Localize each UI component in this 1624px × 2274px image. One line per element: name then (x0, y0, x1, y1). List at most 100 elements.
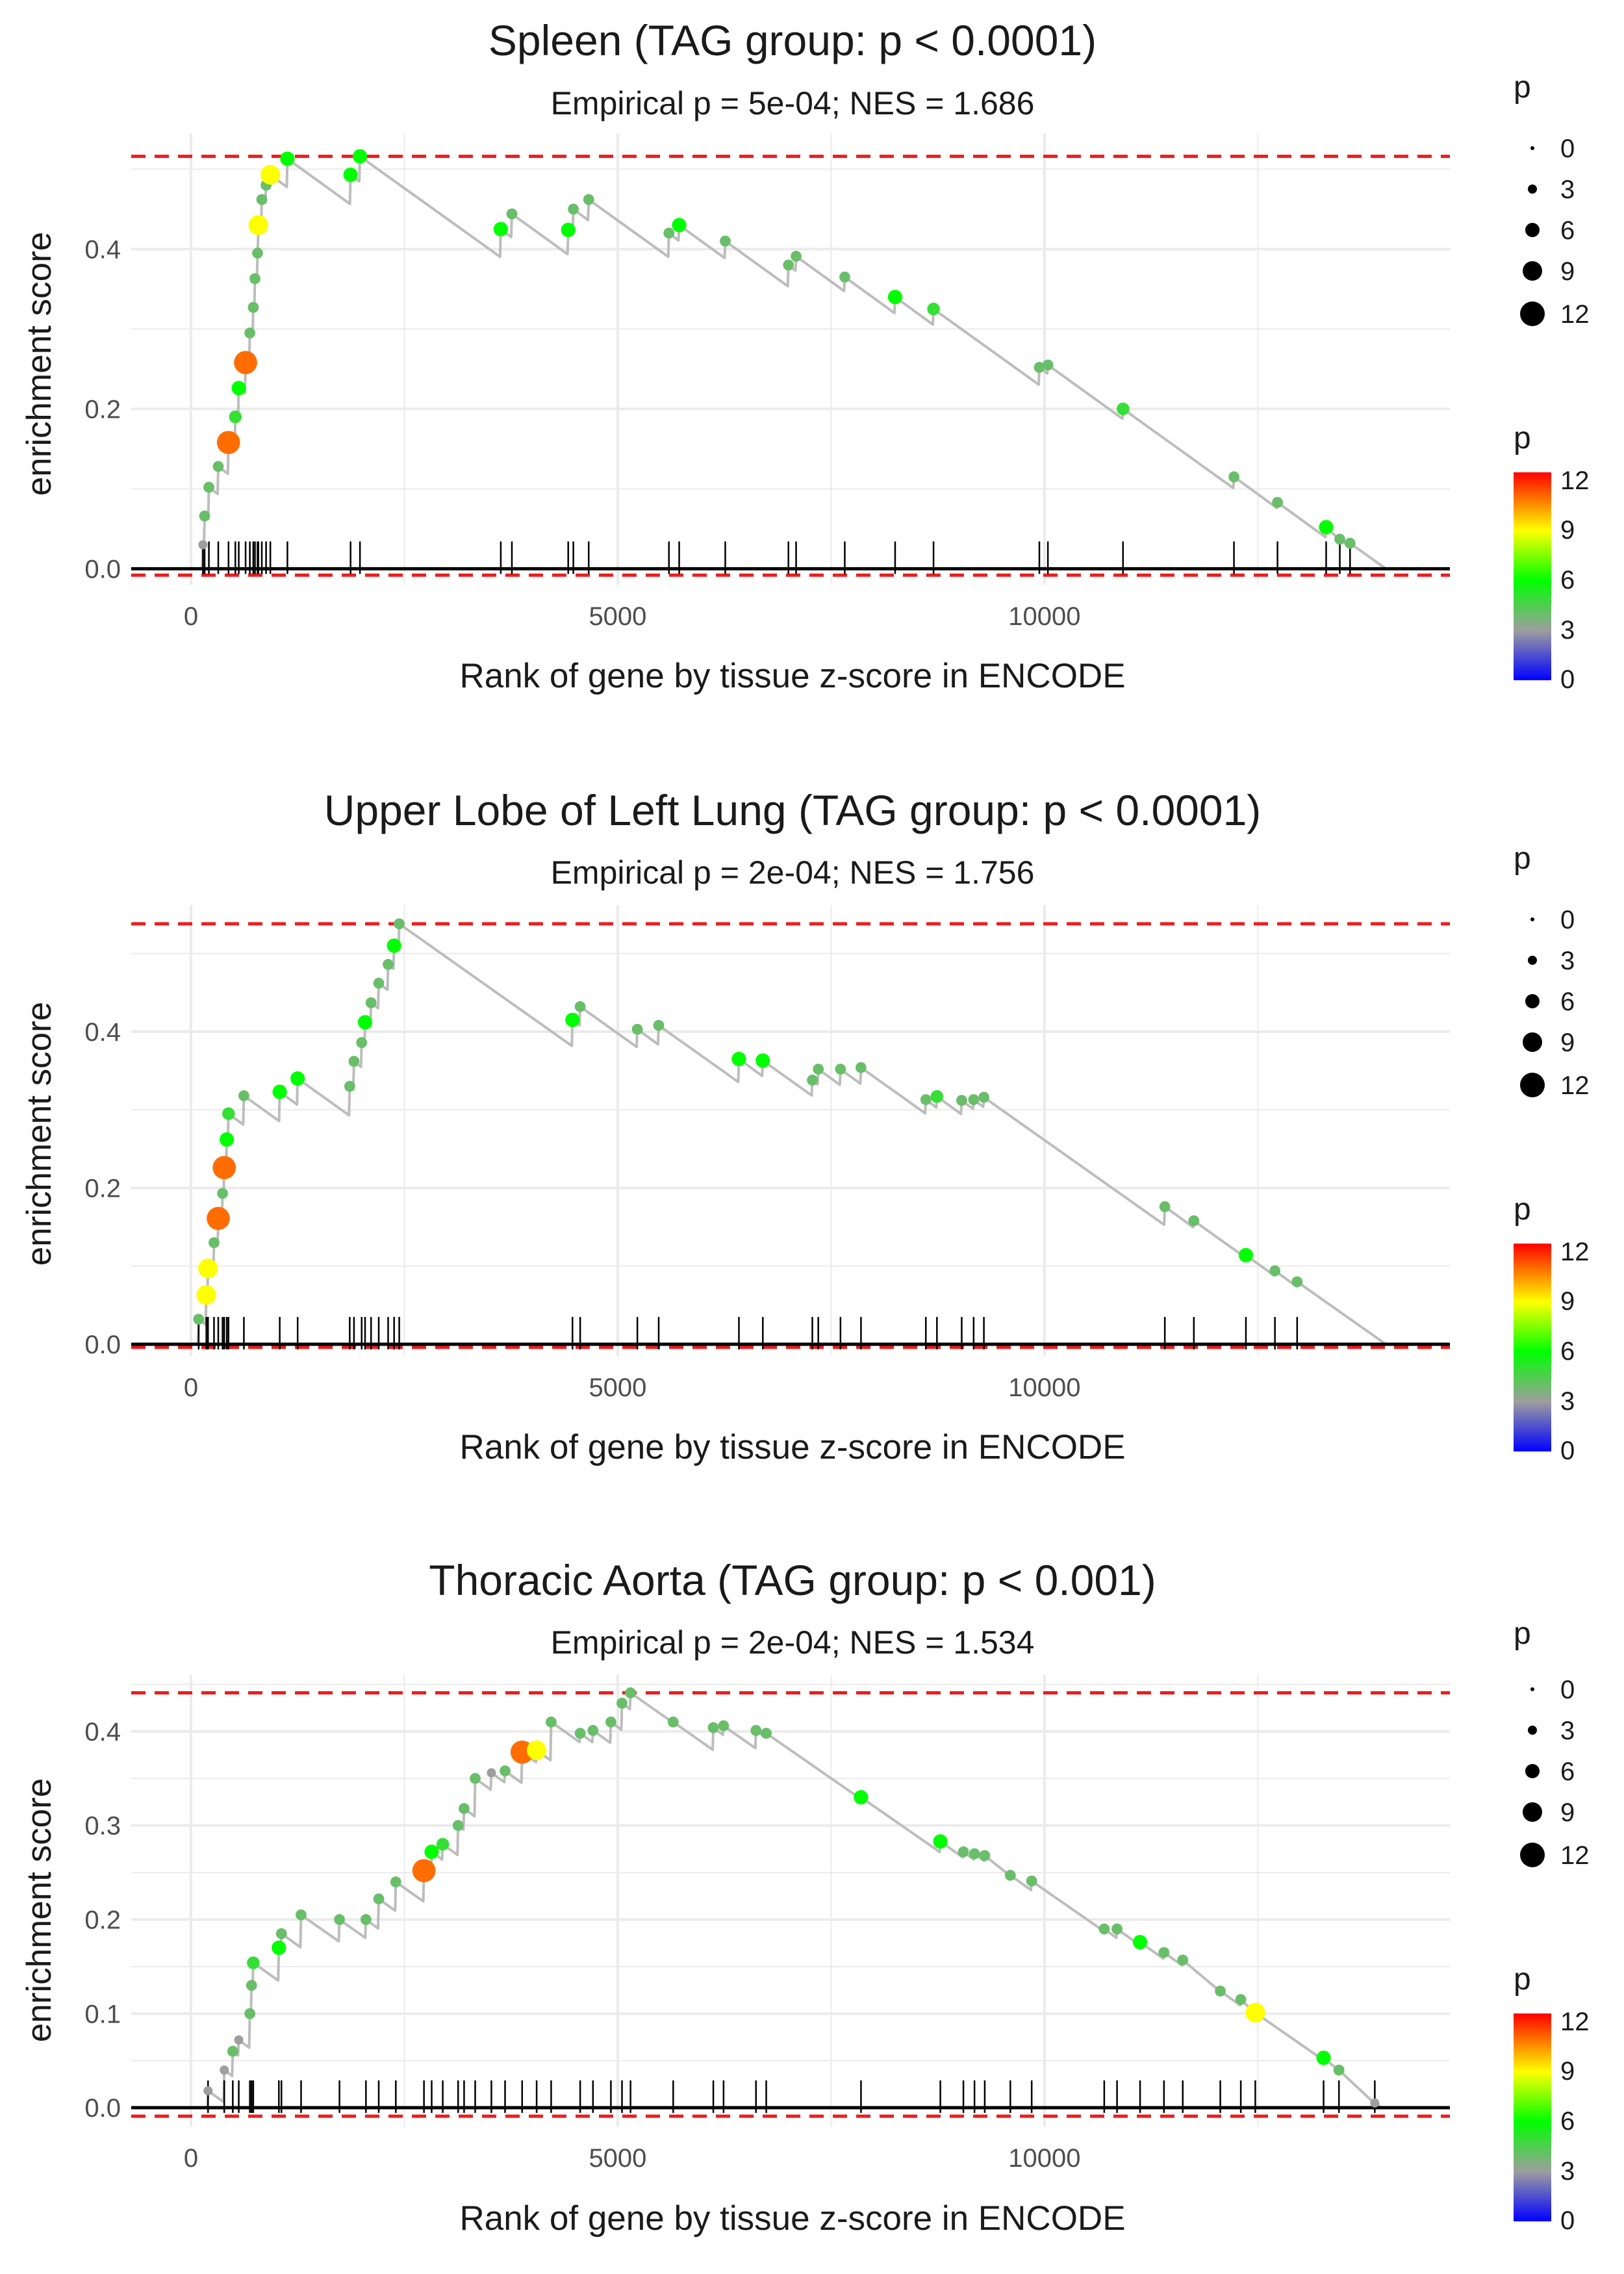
gene-hit-point (1098, 1923, 1110, 1935)
gene-hit-point (968, 1094, 980, 1105)
gene-hit-point (791, 251, 802, 262)
gene-hit-point (506, 208, 518, 220)
gene-hit-point (1117, 402, 1130, 416)
x-tick-label: 0 (184, 1373, 198, 1402)
legend-colorbar (1514, 2013, 1551, 2221)
gene-hit-point (493, 222, 509, 236)
legend-size-dot (1530, 1687, 1534, 1691)
x-axis-title: Rank of gene by tissue z-score in ENCODE (459, 657, 1125, 695)
panel-subtitle: Empirical p = 2e-04; NES = 1.534 (551, 1624, 1035, 1661)
gene-hit-point (854, 1790, 869, 1805)
gene-hit-point (365, 997, 377, 1008)
gene-hit-point (978, 1092, 990, 1103)
gene-hit-point (839, 272, 850, 283)
legend-size-label: 9 (1560, 1798, 1575, 1827)
gene-hit-point (1228, 471, 1239, 483)
legend-color-label: 0 (1560, 665, 1575, 694)
gene-hit-point (1291, 1276, 1303, 1288)
legend-color-label: 0 (1560, 1437, 1575, 1465)
gene-hit-point (1177, 1954, 1189, 1966)
running-enrichment-line (190, 922, 1387, 1346)
gene-hit-point (855, 1062, 867, 1073)
legend-color-label: 3 (1560, 1387, 1575, 1416)
x-tick-label: 0 (184, 602, 198, 631)
legend-size-label: 0 (1560, 134, 1575, 163)
legend-size-label: 12 (1560, 1071, 1590, 1100)
gene-hit-point (238, 1090, 249, 1101)
gene-hit-point (373, 1893, 385, 1905)
y-tick-label: 0.2 (84, 1174, 121, 1203)
y-tick-label: 0.3 (84, 1812, 121, 1841)
gene-hit-point (969, 1848, 980, 1859)
y-tick-label: 0.0 (84, 2094, 121, 2123)
gene-hit-point (246, 1980, 257, 1991)
gene-hit-point (1132, 1935, 1148, 1950)
legend-size-label: 3 (1560, 947, 1575, 975)
gene-hit-point (1004, 1870, 1016, 1881)
plot-area: 0 5000 10000 0.0 0.2 0.4 (84, 905, 1450, 1402)
gene-hit-point (625, 1687, 637, 1698)
gene-hit-point (220, 2065, 229, 2075)
y-tick-label: 0.2 (84, 1906, 121, 1934)
gene-hit-point (360, 1914, 372, 1925)
gene-hit-point (653, 1019, 665, 1031)
legend-size-label: 3 (1560, 1717, 1575, 1745)
gene-hit-point (933, 1834, 948, 1849)
gene-hit-point (256, 194, 268, 205)
gene-hit-point (718, 1720, 730, 1731)
legend-size-title: p (1514, 841, 1531, 876)
running-enrichment-line (190, 155, 1387, 570)
legend-size-dot (1525, 223, 1540, 237)
legend-color-title: p (1514, 1192, 1531, 1227)
gene-hit-point (958, 1846, 969, 1858)
y-axis-title: enrichment score (20, 1778, 58, 2043)
legend-size-dot (1520, 1073, 1545, 1097)
y-tick-label: 0.4 (84, 1718, 121, 1746)
gene-hit-point (835, 1064, 846, 1075)
gene-hit-point (247, 1956, 260, 1969)
gene-hit-point (394, 918, 405, 930)
legend-size-dot (1530, 917, 1534, 921)
running-enrichment-line (190, 1691, 1383, 2110)
legend-color-label: 12 (1560, 1238, 1590, 1266)
y-axis-title: enrichment score (20, 1002, 58, 1266)
gene-hit-point (373, 977, 385, 989)
x-tick-label: 5000 (589, 2144, 646, 2173)
gene-hit-point (207, 1207, 230, 1231)
y-tick-label: 0.1 (84, 2000, 121, 2028)
x-tick-label: 10000 (1008, 602, 1080, 631)
gene-hit-point (1319, 520, 1334, 535)
legend-size-dot (1520, 301, 1545, 326)
legend-color: p 12 9 6 3 0 (1514, 421, 1590, 694)
gene-hit-point (1188, 1215, 1200, 1227)
legend-color-label: 12 (1560, 466, 1590, 495)
legend-color-label: 3 (1560, 2157, 1575, 2186)
gene-hit-point (561, 222, 576, 237)
plot-area: 0 5000 10000 0.0 0.2 0.4 (84, 133, 1450, 631)
gene-hit-point (196, 1285, 216, 1305)
legend-size-dot (1525, 1764, 1540, 1778)
gene-hit-point (357, 1015, 373, 1030)
legend-size: p 0 3 6 9 12 (1514, 1616, 1590, 1870)
panel-thoracic-aorta: Thoracic Aorta (TAG group: p < 0.001) Em… (20, 1556, 1590, 2238)
gene-hit-point (546, 1716, 557, 1728)
legend-color: p 12 9 6 3 0 (1514, 1962, 1590, 2235)
gene-hit-point (334, 1914, 345, 1925)
gene-hit-point (272, 1084, 287, 1099)
legend-size: p 0 3 6 9 12 (1514, 841, 1590, 1100)
gene-hit-point (487, 1768, 496, 1778)
gene-hit-point (344, 1080, 355, 1092)
gene-hit-point (631, 1023, 643, 1035)
gene-hit-point (217, 1188, 228, 1199)
panel-spleen: Spleen (TAG group: p < 0.0001) Empirical… (20, 16, 1590, 695)
panel-title: Spleen (TAG group: p < 0.0001) (488, 16, 1097, 64)
panel-title: Thoracic Aorta (TAG group: p < 0.001) (429, 1556, 1156, 1604)
gene-hit-point (216, 431, 240, 454)
gene-hit-point (390, 1876, 401, 1887)
legend-colorbar (1514, 472, 1551, 680)
gene-hit-point (1215, 1986, 1226, 1997)
gene-hit-point (249, 273, 260, 285)
legend-colorbar (1514, 1244, 1551, 1451)
legend-size-label: 9 (1560, 1028, 1575, 1057)
